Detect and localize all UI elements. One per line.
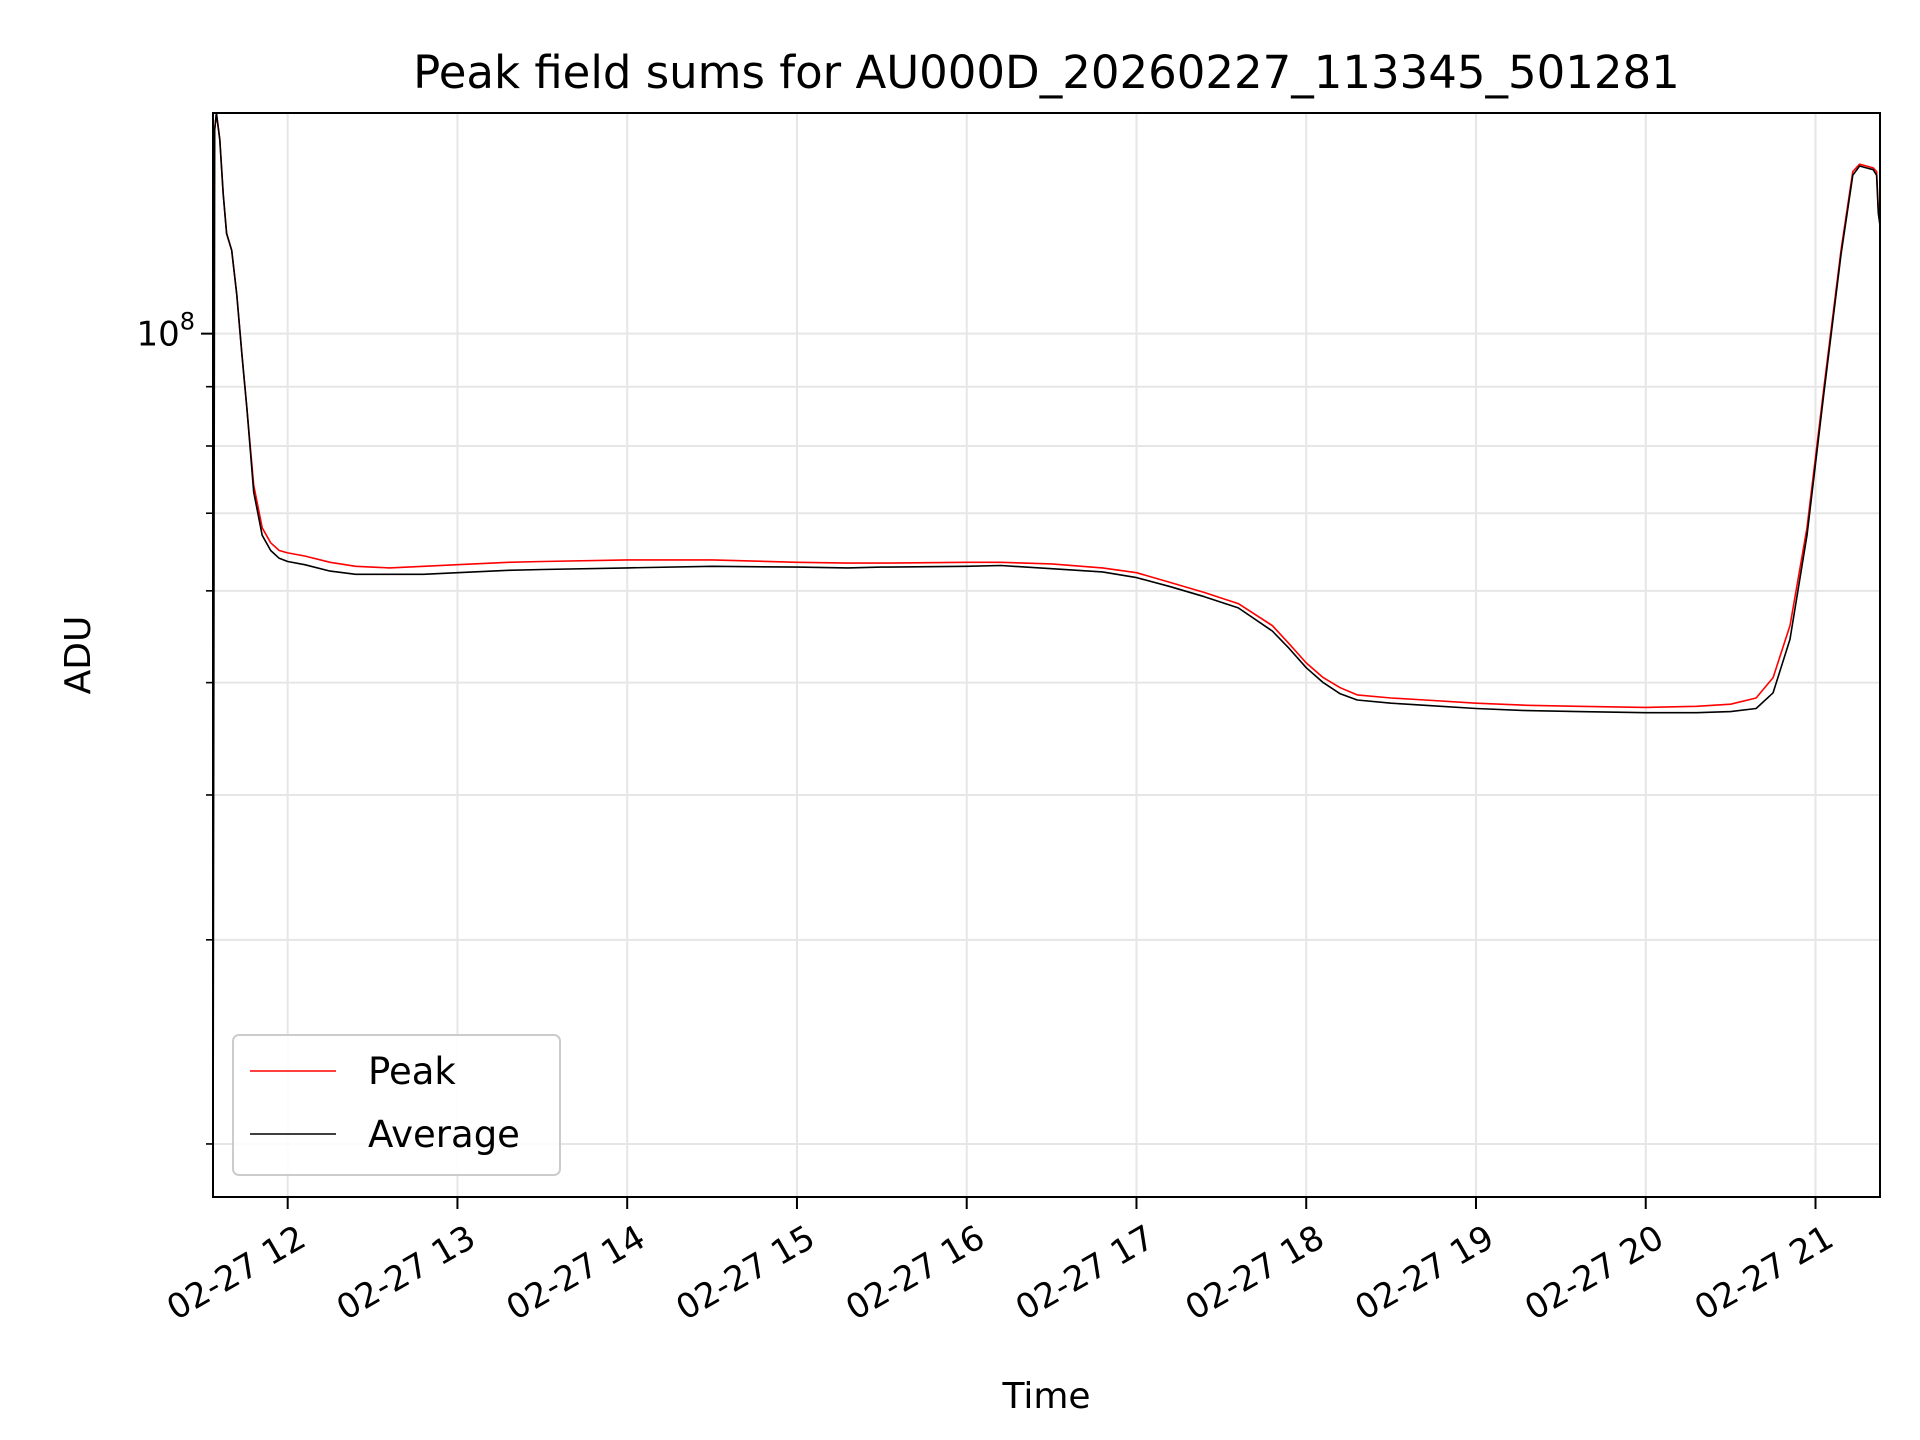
legend-label-peak: Peak <box>368 1050 456 1093</box>
legend-label-average: Average <box>368 1113 520 1156</box>
series-layer <box>213 113 1880 1197</box>
legend-box <box>232 1034 561 1176</box>
chart-title: Peak field sums for AU000D_20260227_1133… <box>413 46 1680 99</box>
y-axis-title: ADU <box>58 616 99 695</box>
y-tick-label: 108 <box>136 308 195 355</box>
x-axis-title: Time <box>1001 1376 1090 1417</box>
plot-frame <box>212 112 1881 1198</box>
series-line-peak <box>213 113 1880 709</box>
series-line-average <box>213 113 1880 1197</box>
legend: Peak Average <box>232 1034 561 1176</box>
grid <box>213 113 1880 1197</box>
